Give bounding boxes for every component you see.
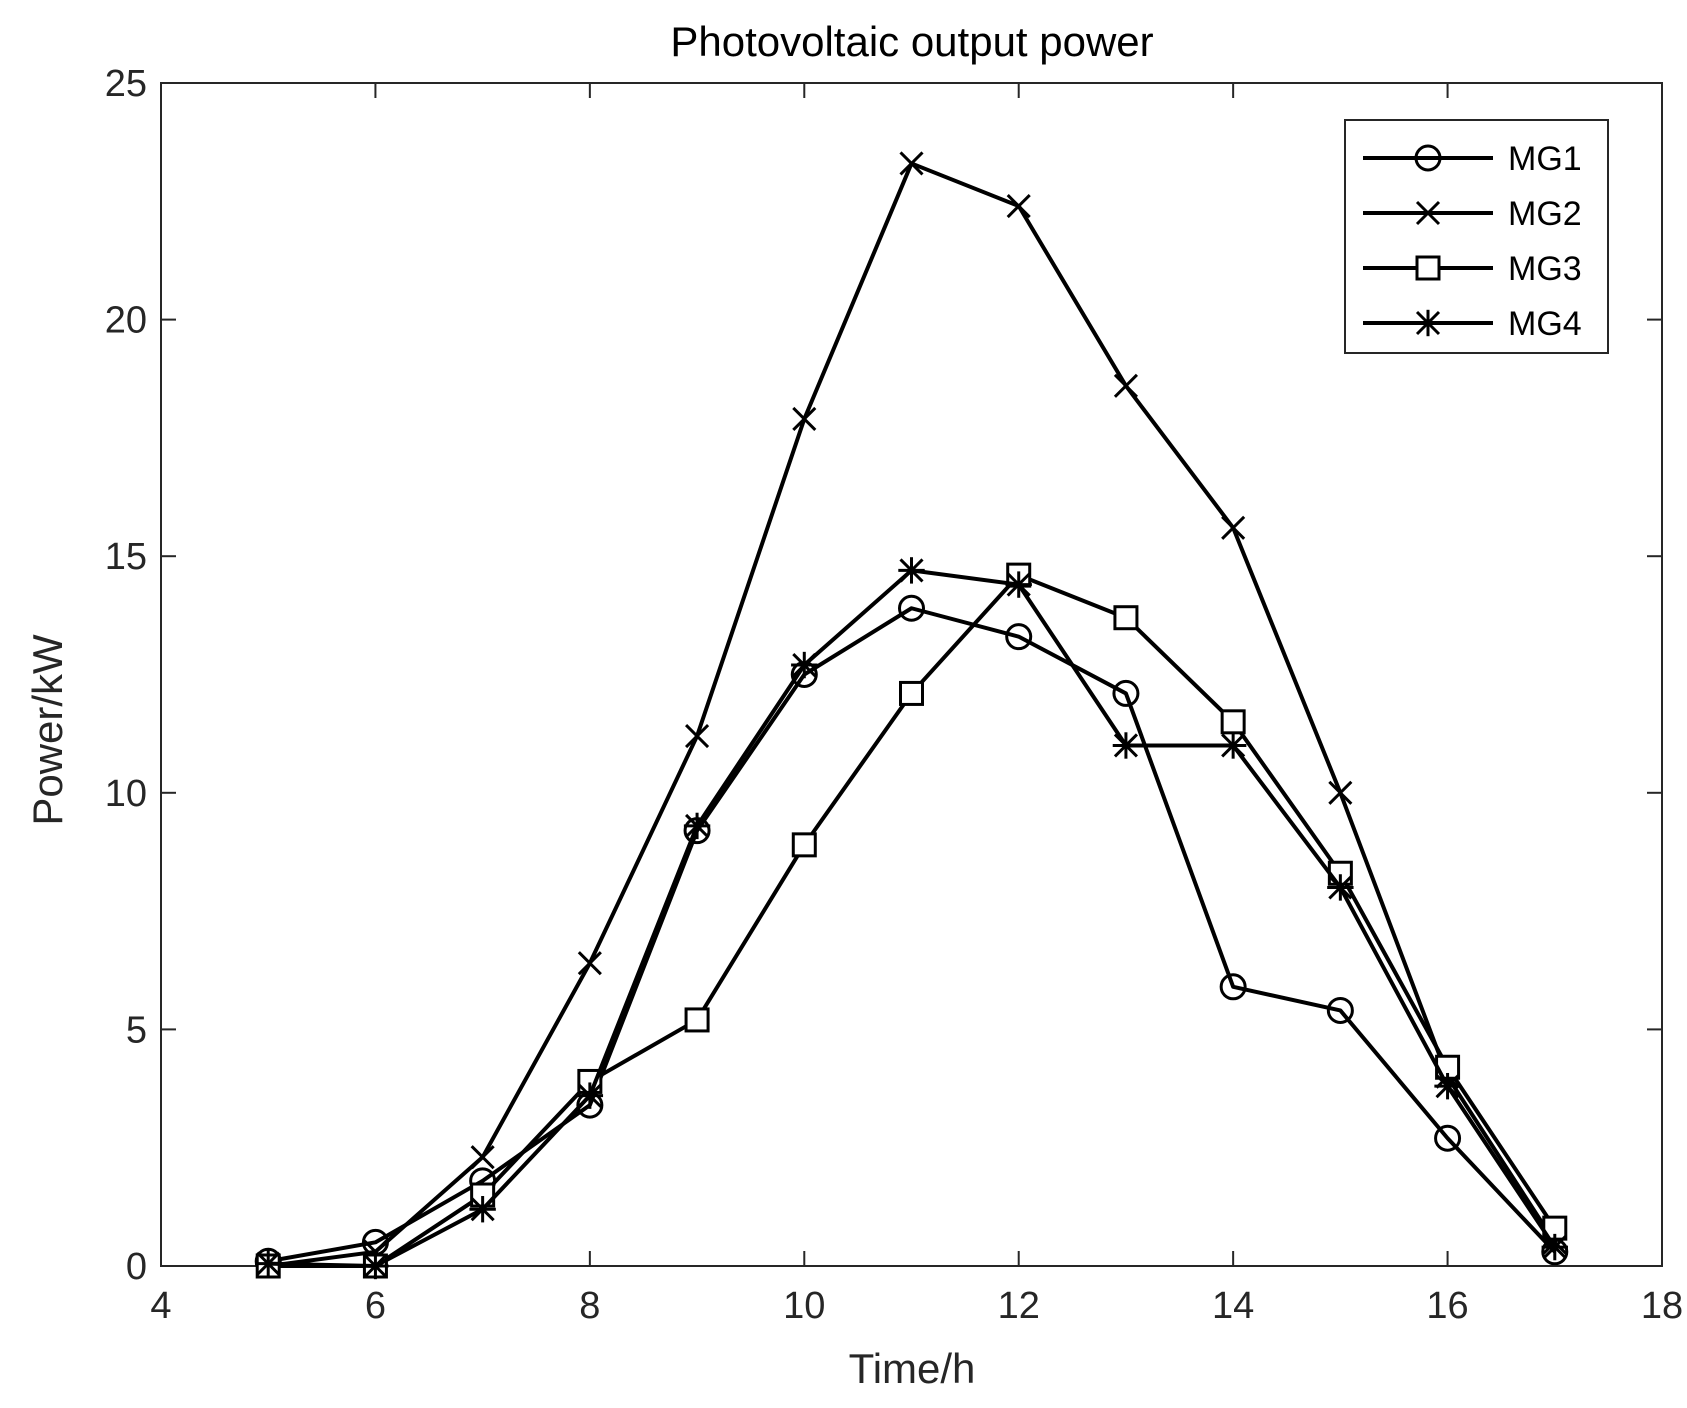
data-point-mg1 bbox=[898, 594, 925, 622]
marker-x-stroke bbox=[1006, 193, 1031, 219]
marker-square bbox=[1113, 605, 1139, 631]
data-point-mg4 bbox=[255, 1250, 282, 1277]
marker-circle bbox=[1112, 679, 1140, 707]
marker-x-stroke bbox=[577, 951, 602, 976]
legend-marker bbox=[1414, 309, 1442, 337]
marker-square bbox=[684, 1007, 710, 1033]
data-point-mg4 bbox=[469, 1196, 496, 1223]
legend-item-mg3: MG3 bbox=[1363, 250, 1582, 288]
y-tick-label: 5 bbox=[126, 1009, 147, 1051]
legend-label: MG2 bbox=[1508, 195, 1582, 233]
marker-x-stroke bbox=[470, 1145, 495, 1170]
data-point-mg1 bbox=[1326, 996, 1354, 1024]
legend-marker bbox=[1414, 144, 1442, 172]
chart-title: Photovoltaic output power bbox=[670, 18, 1153, 65]
y-tick-label: 0 bbox=[126, 1246, 147, 1288]
marker-x-stroke bbox=[899, 151, 924, 176]
marker-x-stroke bbox=[1415, 200, 1441, 226]
legend-marker bbox=[1415, 255, 1441, 281]
data-point-mg1 bbox=[1434, 1124, 1462, 1152]
marker-x-stroke bbox=[1113, 373, 1138, 398]
legend-label: MG4 bbox=[1508, 305, 1582, 343]
data-point-mg3 bbox=[1113, 605, 1139, 631]
legend-marker bbox=[1415, 200, 1441, 226]
series-layer bbox=[254, 151, 1569, 1280]
data-point-mg3 bbox=[791, 832, 817, 858]
data-point-mg4 bbox=[898, 557, 925, 584]
data-point-mg2 bbox=[899, 151, 924, 176]
y-tick-label: 15 bbox=[105, 536, 147, 578]
data-point-mg2 bbox=[685, 723, 710, 749]
marker-square bbox=[899, 680, 924, 706]
marker-x-stroke bbox=[792, 406, 817, 432]
x-tick-label: 12 bbox=[998, 1285, 1040, 1327]
data-point-mg1 bbox=[1005, 623, 1033, 651]
data-point-mg2 bbox=[792, 406, 817, 432]
data-point-mg4 bbox=[1434, 1072, 1461, 1100]
legend-item-mg1: MG1 bbox=[1363, 140, 1582, 178]
data-point-mg2 bbox=[577, 951, 602, 976]
marker-x-stroke bbox=[1328, 780, 1353, 805]
marker-square bbox=[791, 832, 817, 858]
data-point-mg4 bbox=[1112, 732, 1140, 759]
marker-x-stroke bbox=[1221, 515, 1246, 540]
data-point-mg1 bbox=[1112, 679, 1140, 707]
plot-area bbox=[160, 82, 1663, 1267]
x-axis-title: Time/h bbox=[849, 1345, 976, 1392]
data-point-mg2 bbox=[1113, 373, 1138, 398]
data-point-mg4 bbox=[576, 1082, 604, 1109]
legend-item-mg4: MG4 bbox=[1363, 305, 1582, 343]
data-point-mg4 bbox=[1005, 571, 1032, 598]
data-point-mg2 bbox=[1328, 780, 1353, 805]
marker-circle bbox=[1434, 1124, 1462, 1152]
marker-circle bbox=[1219, 973, 1247, 1001]
y-tick-label: 10 bbox=[105, 773, 147, 815]
data-point-mg2 bbox=[470, 1145, 495, 1170]
x-tick-label: 18 bbox=[1641, 1285, 1683, 1327]
plot-frame bbox=[160, 82, 1663, 1267]
x-tick-label: 16 bbox=[1426, 1285, 1468, 1327]
x-axis: 4 6 8 10 12 14 16 18 bbox=[150, 83, 1683, 1327]
data-point-mg3 bbox=[684, 1007, 710, 1033]
x-tick-label: 14 bbox=[1212, 1285, 1254, 1327]
y-tick-label: 25 bbox=[105, 63, 147, 105]
marker-square bbox=[1220, 709, 1246, 735]
data-point-mg2 bbox=[1006, 193, 1031, 219]
data-point-mg4 bbox=[683, 812, 711, 840]
series-line-mg1 bbox=[267, 606, 1557, 1264]
data-point-mg4 bbox=[1219, 732, 1247, 759]
data-point-mg3 bbox=[899, 680, 924, 706]
data-point-mg4 bbox=[362, 1252, 389, 1280]
x-tick-label: 8 bbox=[579, 1285, 600, 1327]
data-point-mg4 bbox=[1541, 1233, 1568, 1261]
x-tick-label: 4 bbox=[150, 1285, 171, 1327]
y-axis: 0 5 10 15 20 25 bbox=[105, 63, 1662, 1288]
legend: MG1 MG2 MG3 MG4 bbox=[1344, 119, 1609, 354]
marker-circle bbox=[898, 594, 925, 622]
series-mg4 bbox=[255, 557, 1568, 1280]
legend-item-mg2: MG2 bbox=[1363, 195, 1582, 233]
x-tick-label: 6 bbox=[365, 1285, 386, 1327]
y-tick-label: 20 bbox=[105, 300, 147, 342]
marker-square bbox=[1415, 255, 1441, 281]
marker-circle bbox=[1326, 996, 1354, 1024]
x-tick-label: 10 bbox=[783, 1285, 825, 1327]
data-point-mg1 bbox=[1219, 973, 1247, 1001]
marker-x-stroke bbox=[685, 723, 710, 749]
y-axis-title: Power/kW bbox=[24, 634, 71, 826]
legend-label: MG3 bbox=[1508, 250, 1582, 288]
marker-circle bbox=[1005, 623, 1033, 651]
data-point-mg3 bbox=[1220, 709, 1246, 735]
data-point-mg4 bbox=[791, 651, 818, 679]
data-point-mg4 bbox=[1327, 874, 1354, 901]
data-point-mg2 bbox=[1221, 515, 1246, 540]
legend-label: MG1 bbox=[1508, 140, 1582, 178]
marker-circle bbox=[1414, 144, 1442, 172]
